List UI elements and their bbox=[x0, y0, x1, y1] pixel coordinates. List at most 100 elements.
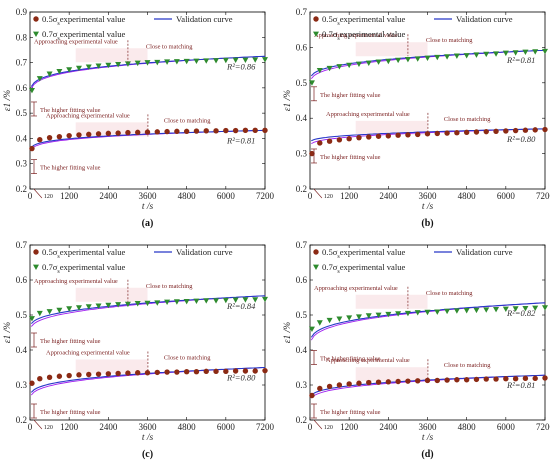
x-tick-label: 0 bbox=[308, 422, 313, 432]
data-point-05 bbox=[405, 132, 411, 138]
data-point-05 bbox=[213, 368, 219, 375]
legend-marker-07 bbox=[313, 31, 319, 37]
data-point-07 bbox=[173, 59, 180, 65]
data-point-07 bbox=[355, 314, 362, 320]
data-point-07 bbox=[134, 301, 141, 307]
data-point-05 bbox=[115, 370, 121, 377]
data-point-05 bbox=[532, 127, 538, 133]
data-point-07 bbox=[483, 51, 490, 58]
data-point-07 bbox=[203, 298, 210, 304]
x-tick-label: 6000 bbox=[217, 191, 236, 201]
data-point-05 bbox=[223, 127, 229, 134]
data-point-05 bbox=[366, 379, 372, 386]
tick-120-label: 120 bbox=[44, 425, 53, 431]
x-tick-label: 0 bbox=[28, 191, 33, 201]
panel-label: (a) bbox=[142, 218, 154, 229]
legend-label-validation: Validation curve bbox=[176, 247, 233, 257]
data-point-05 bbox=[395, 132, 401, 138]
data-point-07 bbox=[512, 306, 519, 312]
data-point-07 bbox=[316, 320, 323, 326]
legend-marker-05 bbox=[33, 16, 39, 22]
x-axis-label: t /s bbox=[142, 202, 154, 212]
data-point-07 bbox=[144, 60, 151, 66]
data-point-05 bbox=[424, 131, 431, 137]
data-point-05 bbox=[56, 133, 63, 140]
annotation-lower-close: Close to matching bbox=[444, 116, 491, 123]
data-point-05 bbox=[385, 379, 392, 385]
data-point-05 bbox=[86, 371, 92, 378]
data-point-05 bbox=[154, 129, 160, 135]
data-point-05 bbox=[434, 130, 440, 137]
tick-120-leader bbox=[313, 188, 323, 199]
data-point-07 bbox=[36, 310, 43, 317]
data-point-07 bbox=[183, 298, 190, 305]
data-point-05 bbox=[46, 374, 53, 380]
legend-label-07: 0.7σsexperimental value bbox=[42, 29, 126, 42]
data-point-07 bbox=[232, 297, 239, 303]
data-point-07 bbox=[493, 307, 500, 313]
data-point-05 bbox=[454, 377, 460, 383]
data-point-05 bbox=[463, 129, 470, 136]
data-point-05 bbox=[356, 134, 362, 141]
data-point-07 bbox=[46, 71, 53, 77]
data-point-07 bbox=[115, 302, 122, 308]
x-tick-label: 3600 bbox=[419, 422, 438, 432]
data-point-05 bbox=[415, 378, 421, 384]
data-point-05 bbox=[46, 134, 53, 141]
data-point-07 bbox=[203, 58, 210, 64]
x-tick-label: 2400 bbox=[99, 191, 118, 201]
x-tick-label: 0 bbox=[308, 191, 313, 201]
data-point-07 bbox=[213, 58, 220, 64]
data-point-07 bbox=[56, 69, 63, 75]
data-point-07 bbox=[124, 301, 131, 308]
data-point-07 bbox=[365, 313, 372, 319]
data-point-05 bbox=[375, 133, 382, 139]
data-point-07 bbox=[463, 53, 470, 59]
y-axis-label: ε1 /% bbox=[3, 322, 13, 344]
annotation-upper-r2: R²=0.81 bbox=[506, 55, 535, 65]
data-point-05 bbox=[95, 371, 102, 377]
data-point-07 bbox=[242, 57, 249, 64]
data-point-05 bbox=[125, 129, 131, 136]
data-point-07 bbox=[85, 64, 92, 70]
y-axis-label: ε1 /% bbox=[283, 322, 293, 344]
data-point-07 bbox=[375, 59, 382, 65]
annotation-lower-higher: The higher fitting value bbox=[320, 409, 381, 416]
annotation-upper-approach: Approaching experimental value bbox=[314, 285, 398, 292]
x-tick-label: 3600 bbox=[139, 191, 158, 201]
data-point-07 bbox=[95, 63, 102, 69]
y-tick-label: 0.8 bbox=[16, 32, 28, 42]
data-point-07 bbox=[385, 58, 392, 65]
data-point-05 bbox=[144, 370, 151, 376]
highlight-band bbox=[75, 287, 148, 302]
data-point-07 bbox=[66, 306, 73, 312]
data-point-05 bbox=[29, 145, 35, 152]
data-point-07 bbox=[375, 312, 382, 318]
data-point-05 bbox=[242, 368, 249, 374]
data-point-05 bbox=[66, 372, 72, 379]
data-point-05 bbox=[317, 140, 323, 146]
panel-label: (c) bbox=[142, 449, 153, 460]
data-point-05 bbox=[115, 130, 121, 136]
data-point-07 bbox=[66, 67, 73, 73]
data-point-05 bbox=[454, 130, 460, 136]
data-point-05 bbox=[366, 134, 372, 140]
highlight-band bbox=[355, 42, 428, 57]
x-tick-label: 1200 bbox=[340, 191, 359, 201]
data-point-07 bbox=[154, 300, 161, 306]
data-point-07 bbox=[85, 304, 92, 310]
data-point-05 bbox=[473, 129, 480, 135]
data-point-05 bbox=[164, 369, 170, 375]
x-tick-label: 2400 bbox=[379, 422, 398, 432]
annotation-lower-approach: Approaching experimental value bbox=[46, 112, 130, 119]
data-point-07 bbox=[242, 297, 249, 303]
y-tick-label: 0.5 bbox=[16, 108, 28, 118]
data-point-07 bbox=[453, 53, 460, 59]
data-point-07 bbox=[463, 308, 470, 314]
x-tick-label: 6000 bbox=[497, 422, 516, 432]
data-point-07 bbox=[346, 315, 353, 321]
data-point-07 bbox=[434, 309, 441, 315]
data-point-07 bbox=[134, 60, 141, 67]
data-point-05 bbox=[512, 127, 519, 134]
x-tick-label: 6000 bbox=[217, 422, 236, 432]
